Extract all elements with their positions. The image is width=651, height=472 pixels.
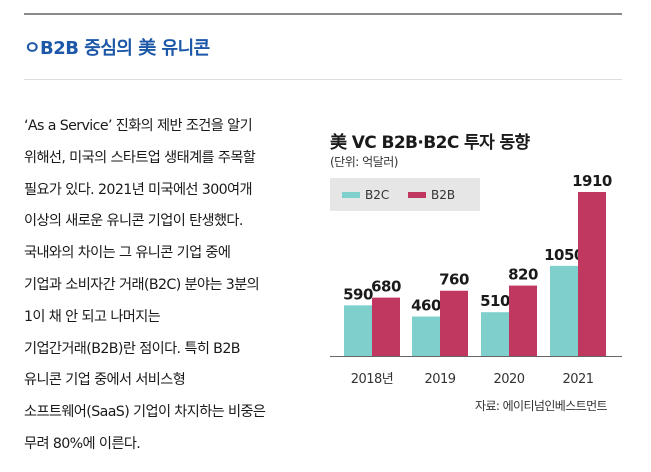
x-tick-label: 2019 (424, 372, 455, 387)
paragraph-line: ‘As a Service’ 진화의 제반 조건을 알기 (24, 118, 253, 134)
paragraph-line: 이상의 새로운 유니콘 기업이 탄생했다. (24, 213, 243, 230)
legend-item-b2c: B2C (342, 188, 389, 202)
legend-swatch-b2c (342, 191, 360, 198)
legend-label-b2b: B2B (431, 188, 456, 202)
bar-b2c-1 (412, 316, 440, 356)
paragraph-line: 1이 채 안 되고 나머지는 (24, 308, 161, 325)
paragraph-line: 국내와의 차이는 그 유니콘 기업 중에 (24, 245, 231, 262)
paragraph-line: 필요가 있다. 2021년 미국에선 300여개 (24, 181, 253, 198)
data-label-b2c-3: 1050 (544, 246, 584, 264)
data-label-b2c-2: 510 (480, 292, 510, 310)
legend-swatch-b2b (408, 191, 426, 198)
data-label-b2b-3: 1910 (572, 172, 612, 190)
data-label-b2b-0: 680 (371, 278, 401, 296)
paragraph-line: 기업과 소비자간 거래(B2C) 분야는 3분의 (24, 276, 260, 293)
paragraph-line: 소프트웨어(SaaS) 기업이 차지하는 비중은 (24, 404, 266, 421)
paragraph-line: 유니콘 기업 중에서 서비스형 (24, 372, 186, 389)
bar-b2b-2 (509, 285, 537, 356)
data-label-b2c-0: 590 (343, 285, 373, 303)
chart-legend: B2C B2B (330, 178, 480, 211)
data-label-b2b-2: 820 (508, 266, 538, 284)
legend-item-b2b: B2B (408, 188, 455, 202)
chart-title: 美 VC B2B·B2C 투자 동향 (330, 133, 530, 153)
bar-b2b-0 (372, 297, 400, 356)
x-tick-label: 2018년 (351, 372, 394, 387)
title-divider (24, 79, 622, 80)
bar-b2c-2 (481, 312, 509, 356)
top-rule (24, 13, 622, 15)
bar-b2c-3 (550, 265, 578, 356)
data-label-b2b-1: 760 (439, 271, 469, 289)
legend-label-b2c: B2C (365, 188, 390, 202)
chart-unit-label: (단위: 억달러) (330, 155, 398, 169)
bar-b2b-1 (440, 290, 468, 356)
bar-b2c-0 (344, 305, 372, 356)
paragraph-line: 기업간거래(B2B)란 점이다. 특히 B2B (24, 340, 240, 357)
chart-source: 자료: 에이티넘인베스트먼트 (475, 399, 608, 413)
paragraph-line: 위해선, 미국의 스타트업 생태계를 주목할 (24, 149, 256, 166)
section-title: ㅇB2B 중심의 美 유니콘 (24, 38, 210, 59)
bar-b2b-3 (578, 192, 606, 356)
data-label-b2c-1: 460 (411, 297, 441, 315)
x-tick-label: 2020 (493, 372, 524, 387)
paragraph-line: 무려 80%에 이른다. (24, 435, 141, 452)
x-tick-label: 2021 (562, 372, 593, 387)
